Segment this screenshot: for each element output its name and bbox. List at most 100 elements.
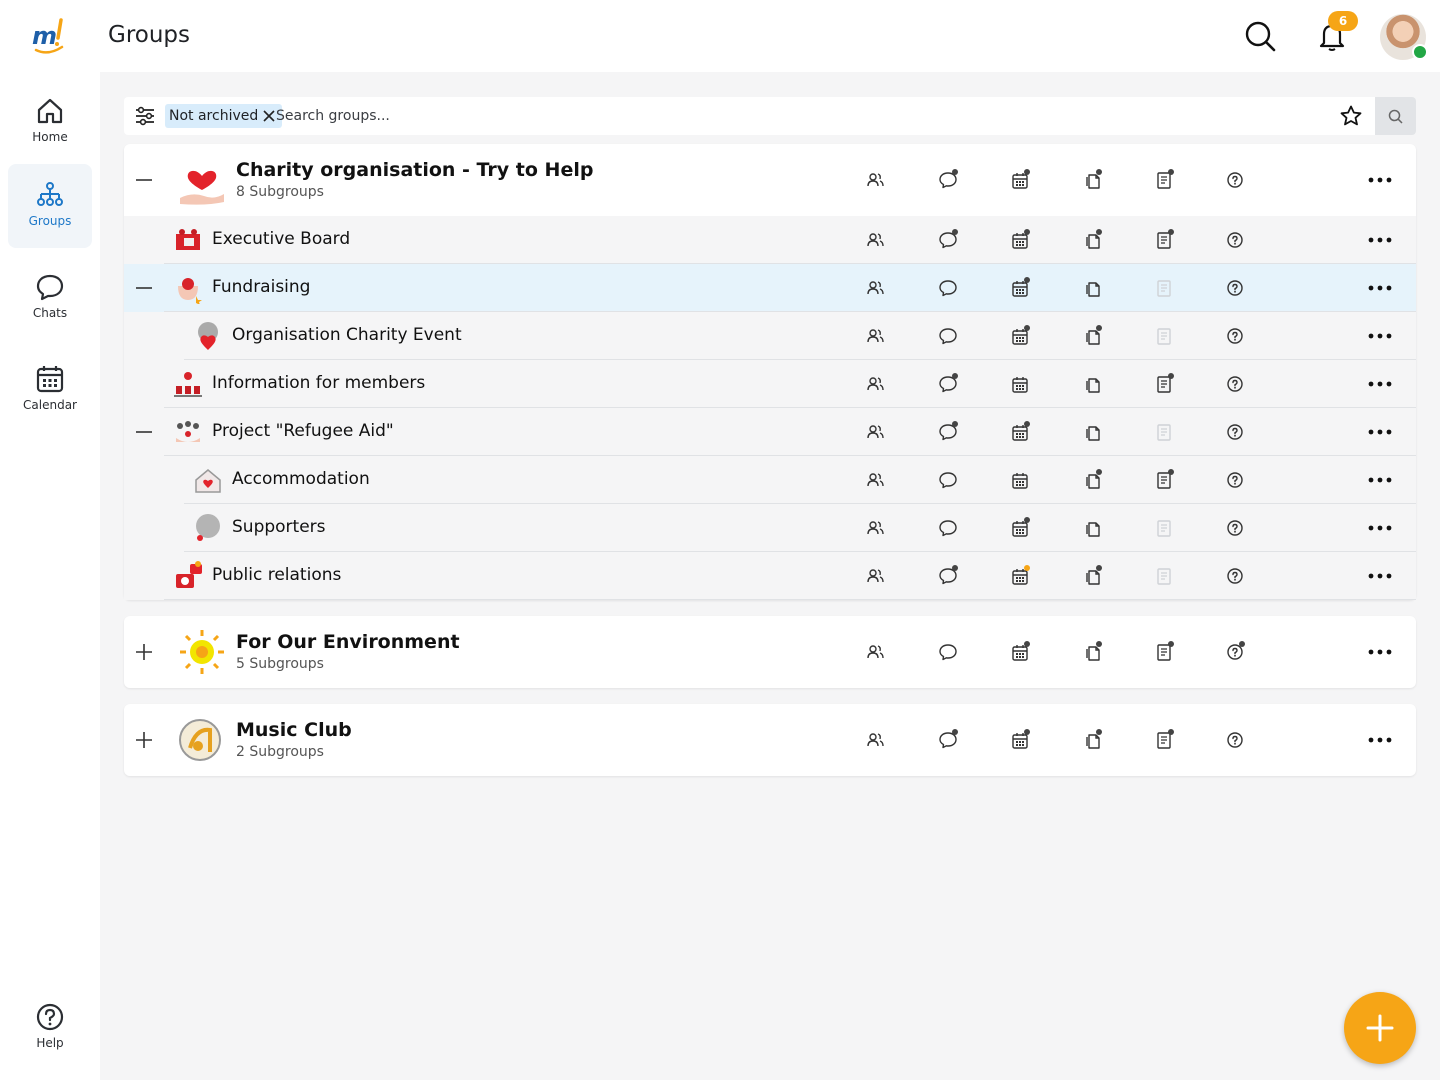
sidebar-item-help[interactable]: Help (8, 986, 92, 1070)
members-feature-icon[interactable] (865, 729, 887, 751)
chat-feature-icon[interactable] (937, 565, 959, 587)
help-feature-icon[interactable] (1224, 641, 1246, 663)
files-feature-icon[interactable] (1081, 641, 1103, 663)
subgroup-row[interactable]: Supporters (124, 504, 1416, 552)
help-feature-icon[interactable] (1224, 469, 1246, 491)
members-feature-icon[interactable] (865, 373, 887, 395)
more-options-icon[interactable] (1366, 729, 1394, 751)
sidebar-item-groups[interactable]: Groups (8, 164, 92, 248)
help-feature-icon[interactable] (1224, 565, 1246, 587)
calendar-feature-icon[interactable] (1009, 325, 1031, 347)
more-options-icon[interactable] (1366, 277, 1394, 299)
subgroup-name[interactable]: Information for members (212, 373, 426, 393)
expand-icon[interactable] (134, 730, 154, 750)
chat-feature-icon[interactable] (937, 517, 959, 539)
group-row[interactable]: Music Club 2 Subgroups (124, 704, 1416, 776)
calendar-feature-icon[interactable] (1009, 169, 1031, 191)
notes-feature-icon[interactable] (1153, 229, 1175, 251)
sidebar-item-calendar[interactable]: Calendar (8, 348, 92, 432)
files-feature-icon[interactable] (1081, 169, 1103, 191)
calendar-feature-icon[interactable] (1009, 421, 1031, 443)
chat-feature-icon[interactable] (937, 373, 959, 395)
close-icon[interactable] (262, 109, 276, 123)
notes-feature-icon[interactable] (1153, 373, 1175, 395)
calendar-feature-icon[interactable] (1009, 277, 1031, 299)
subgroup-name[interactable]: Fundraising (212, 277, 311, 297)
members-feature-icon[interactable] (865, 325, 887, 347)
sidebar-item-home[interactable]: Home (8, 80, 92, 164)
subgroup-name[interactable]: Project "Refugee Aid" (212, 421, 394, 441)
subgroup-name[interactable]: Accommodation (232, 469, 370, 489)
calendar-feature-icon[interactable] (1009, 373, 1031, 395)
chat-feature-icon[interactable] (937, 469, 959, 491)
files-feature-icon[interactable] (1081, 469, 1103, 491)
calendar-feature-icon[interactable] (1009, 469, 1031, 491)
chat-feature-icon[interactable] (937, 325, 959, 347)
add-group-button[interactable] (1344, 992, 1416, 1064)
files-feature-icon[interactable] (1081, 325, 1103, 347)
files-feature-icon[interactable] (1081, 517, 1103, 539)
notes-feature-icon[interactable] (1153, 169, 1175, 191)
more-options-icon[interactable] (1366, 421, 1394, 443)
subgroup-name[interactable]: Organisation Charity Event (232, 325, 462, 345)
search-icon[interactable] (1243, 19, 1277, 53)
files-feature-icon[interactable] (1081, 277, 1103, 299)
more-options-icon[interactable] (1366, 565, 1394, 587)
more-options-icon[interactable] (1366, 641, 1394, 663)
help-feature-icon[interactable] (1224, 229, 1246, 251)
members-feature-icon[interactable] (865, 469, 887, 491)
star-icon[interactable] (1339, 104, 1363, 128)
help-feature-icon[interactable] (1224, 421, 1246, 443)
calendar-feature-icon[interactable] (1009, 229, 1031, 251)
more-options-icon[interactable] (1366, 469, 1394, 491)
more-options-icon[interactable] (1366, 169, 1394, 191)
group-row[interactable]: Charity organisation - Try to Help 8 Subg… (124, 144, 1416, 216)
members-feature-icon[interactable] (865, 641, 887, 663)
help-feature-icon[interactable] (1224, 729, 1246, 751)
notes-feature-icon[interactable] (1153, 729, 1175, 751)
files-feature-icon[interactable] (1081, 421, 1103, 443)
files-feature-icon[interactable] (1081, 565, 1103, 587)
members-feature-icon[interactable] (865, 421, 887, 443)
collapse-icon[interactable] (134, 170, 154, 190)
help-feature-icon[interactable] (1224, 517, 1246, 539)
subgroup-row[interactable]: Public relations (124, 552, 1416, 600)
chat-feature-icon[interactable] (937, 229, 959, 251)
members-feature-icon[interactable] (865, 565, 887, 587)
subgroup-row[interactable]: Executive Board (124, 216, 1416, 264)
chat-feature-icon[interactable] (937, 421, 959, 443)
chat-feature-icon[interactable] (937, 641, 959, 663)
more-options-icon[interactable] (1366, 325, 1394, 347)
more-options-icon[interactable] (1366, 229, 1394, 251)
help-feature-icon[interactable] (1224, 373, 1246, 395)
chat-feature-icon[interactable] (937, 729, 959, 751)
subgroup-name[interactable]: Supporters (232, 517, 326, 537)
group-name[interactable]: For Our Environment (236, 631, 460, 653)
collapse-icon[interactable] (134, 422, 154, 442)
calendar-feature-icon[interactable] (1009, 565, 1031, 587)
group-name[interactable]: Music Club (236, 719, 352, 741)
more-options-icon[interactable] (1366, 517, 1394, 539)
subgroup-row[interactable]: Information for members (124, 360, 1416, 408)
members-feature-icon[interactable] (865, 169, 887, 191)
members-feature-icon[interactable] (865, 229, 887, 251)
subgroup-row[interactable]: Accommodation (124, 456, 1416, 504)
members-feature-icon[interactable] (865, 517, 887, 539)
sidebar-item-chats[interactable]: Chats (8, 256, 92, 340)
subgroup-name[interactable]: Public relations (212, 565, 342, 585)
notes-feature-icon[interactable] (1153, 641, 1175, 663)
group-row[interactable]: For Our Environment 5 Subgroups (124, 616, 1416, 688)
files-feature-icon[interactable] (1081, 229, 1103, 251)
help-feature-icon[interactable] (1224, 277, 1246, 299)
group-name[interactable]: Charity organisation - Try to Help (236, 159, 594, 181)
calendar-feature-icon[interactable] (1009, 641, 1031, 663)
subgroup-row[interactable]: Organisation Charity Event (124, 312, 1416, 360)
chat-feature-icon[interactable] (937, 169, 959, 191)
collapse-icon[interactable] (134, 278, 154, 298)
more-options-icon[interactable] (1366, 373, 1394, 395)
app-logo[interactable]: m (28, 14, 72, 58)
files-feature-icon[interactable] (1081, 373, 1103, 395)
calendar-feature-icon[interactable] (1009, 517, 1031, 539)
search-groups-input[interactable] (276, 104, 1316, 128)
files-feature-icon[interactable] (1081, 729, 1103, 751)
